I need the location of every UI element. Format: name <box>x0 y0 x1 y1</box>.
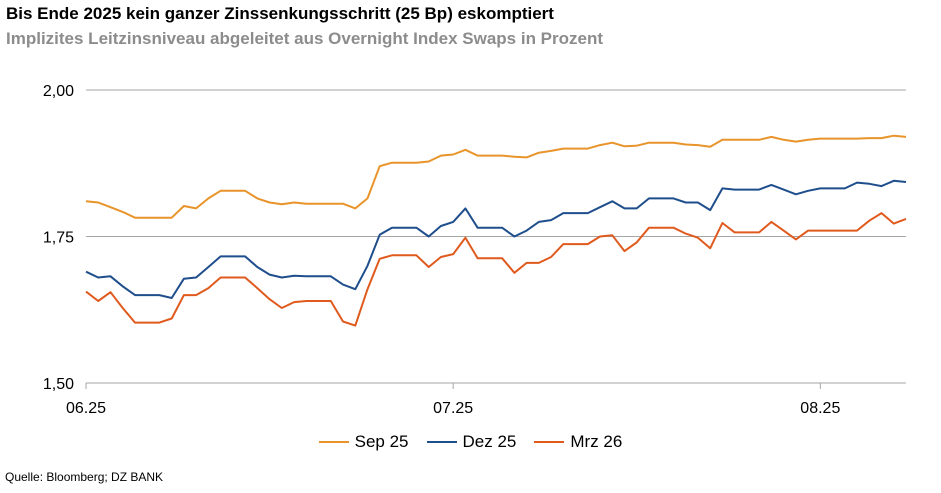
axes <box>85 382 906 389</box>
x-tick-label: 06.25 <box>66 400 106 417</box>
legend-item: Mrz 26 <box>534 432 622 452</box>
series-lines <box>85 134 907 327</box>
legend-label: Mrz 26 <box>570 432 623 451</box>
gridlines <box>86 89 906 237</box>
y-tick-label: 2,00 <box>43 83 74 100</box>
chart-subtitle: Implizites Leitzinsniveau abgeleitet aus… <box>6 29 604 48</box>
line-chart: 1,50 1,75 2,00 06.25 07.25 08.25 <box>43 83 907 417</box>
legend-label: Dez 25 <box>462 432 517 451</box>
x-tick-label: 08.25 <box>800 400 840 417</box>
series-line-mrz-26 <box>85 212 907 327</box>
y-tick-labels: 1,50 1,75 2,00 <box>43 83 74 393</box>
series-line-dez-25 <box>85 179 907 299</box>
x-tick-label: 07.25 <box>433 400 473 417</box>
y-tick-label: 1,50 <box>43 376 74 393</box>
legend-label: Sep 25 <box>354 432 409 451</box>
x-tick-labels: 06.25 07.25 08.25 <box>66 400 840 417</box>
chart-legend: Sep 25 Dez 25 Mrz 26 <box>0 432 941 452</box>
chart-title: Bis Ende 2025 kein ganzer Zinssenkungssc… <box>6 4 554 23</box>
legend-item: Dez 25 <box>426 432 517 452</box>
legend-swatch <box>534 441 565 443</box>
legend-swatch <box>426 441 457 443</box>
source-note: Quelle: Bloomberg; DZ BANK <box>5 470 164 484</box>
y-tick-label: 1,75 <box>43 230 74 247</box>
legend-item: Sep 25 <box>318 432 409 452</box>
legend-swatch <box>318 441 349 443</box>
series-line-sep-25 <box>85 134 907 219</box>
